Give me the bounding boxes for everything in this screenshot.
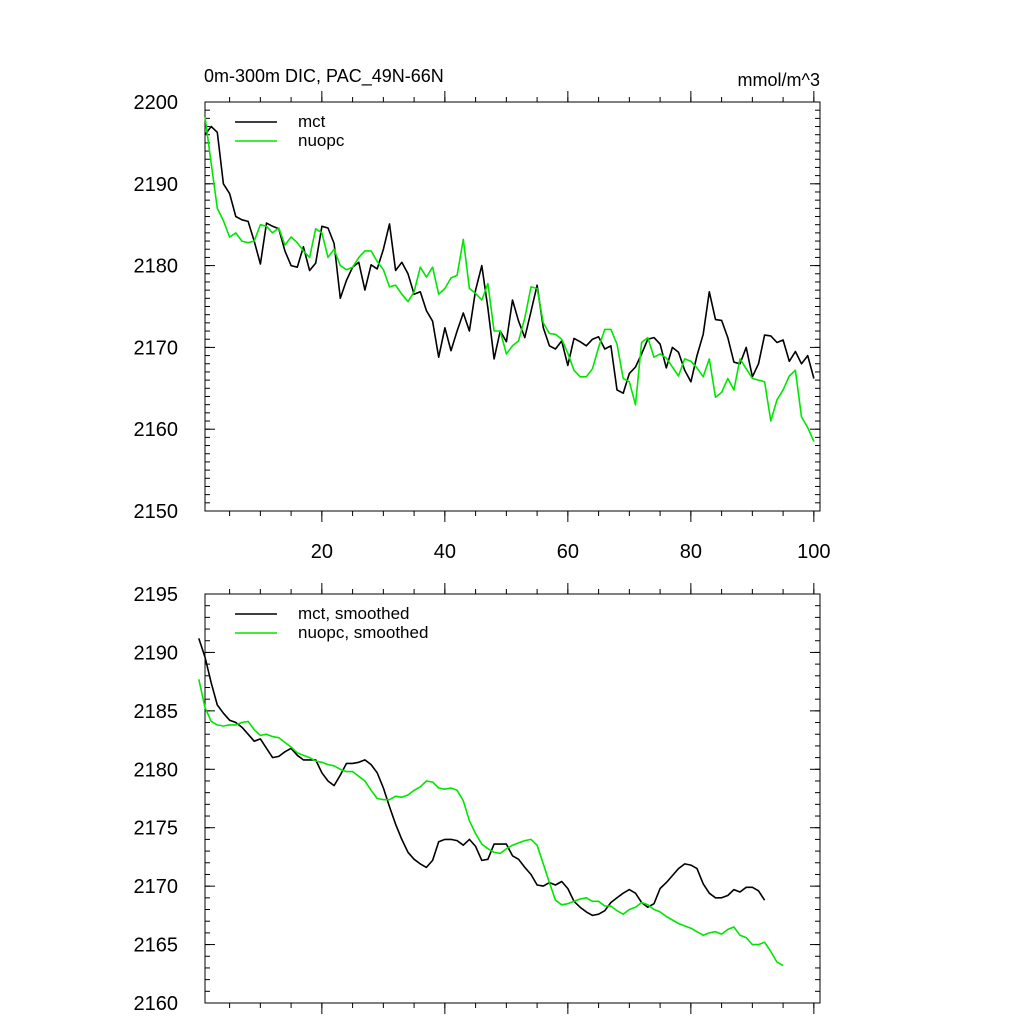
legend-label: nuopc, smoothed [298,623,428,642]
y-tick-label: 2190 [134,642,179,664]
x-tick-label: 60 [557,541,579,563]
x-tick-label: 40 [434,541,456,563]
legend-label: nuopc [298,131,345,150]
series-line-0 [198,638,766,917]
top-panel: 2150 2160 2170 2180 2190 2200 20 40 60 80 100 mctnu… [134,91,831,563]
legend-label: mct, smoothed [298,604,410,623]
series-line-0 [204,125,815,395]
y-tick-label: 2170 [134,337,179,359]
y-tick-label: 2160 [134,419,179,441]
x-tick-label: 100 [797,541,830,563]
y-tick-label: 2180 [134,759,179,781]
plot-frame [204,101,821,512]
y-tick-label: 2175 [134,818,179,840]
chart-title: 0m-300m DIC, PAC_49N-66N [204,66,444,87]
legend-label: mct [298,112,326,131]
y-tick-label: 2150 [134,501,179,523]
y-tick-label: 2195 [134,584,179,606]
y-tick-label: 2185 [134,701,179,723]
plot-frame [204,593,821,1004]
y-tick-label: 2165 [134,935,179,957]
y-tick-label: 2160 [134,993,179,1015]
x-tick-label: 20 [311,541,333,563]
y-tick-label: 2200 [134,92,179,114]
x-tick-label: 80 [680,541,702,563]
y-tick-label: 2180 [134,256,179,278]
y-tick-label: 2190 [134,174,179,196]
y-tick-label: 2170 [134,876,179,898]
units-label: mmol/m^3 [738,70,820,90]
series-line-1 [198,679,784,967]
series-line-1 [204,116,815,442]
bottom-panel: 2160 2165 2170 2175 2180 2185 2190 2195 mct, smo… [134,583,821,1015]
